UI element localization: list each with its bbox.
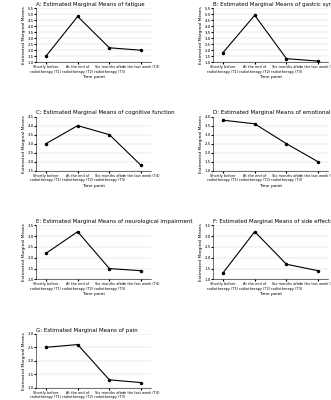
Y-axis label: Estimated Marginal Means: Estimated Marginal Means — [22, 115, 26, 172]
Y-axis label: Estimated Marginal Means: Estimated Marginal Means — [199, 115, 203, 172]
X-axis label: Time point: Time point — [82, 292, 105, 296]
X-axis label: Time point: Time point — [82, 75, 105, 79]
Text: C: Estimated Marginal Means of cognitive function: C: Estimated Marginal Means of cognitive… — [36, 110, 175, 116]
Text: B: Estimated Marginal Means of gastric symptoms: B: Estimated Marginal Means of gastric s… — [213, 2, 331, 7]
Y-axis label: Estimated Marginal Means: Estimated Marginal Means — [22, 224, 26, 281]
Y-axis label: Estimated Marginal Means: Estimated Marginal Means — [22, 6, 26, 64]
Text: E: Estimated Marginal Means of neurological impairment: E: Estimated Marginal Means of neurologi… — [36, 219, 193, 224]
Y-axis label: Estimated Marginal Means: Estimated Marginal Means — [22, 332, 26, 390]
Text: D: Estimated Marginal Means of emotional function: D: Estimated Marginal Means of emotional… — [213, 110, 331, 116]
Text: G: Estimated Marginal Means of pain: G: Estimated Marginal Means of pain — [36, 328, 138, 333]
Y-axis label: Estimated Marginal Means: Estimated Marginal Means — [199, 6, 203, 64]
X-axis label: Time point: Time point — [259, 292, 282, 296]
Text: A: Estimated Marginal Means of fatigue: A: Estimated Marginal Means of fatigue — [36, 2, 145, 7]
X-axis label: Time point: Time point — [259, 75, 282, 79]
X-axis label: Time point: Time point — [82, 184, 105, 188]
Text: F: Estimated Marginal Means of side effects of skin and mucosa: F: Estimated Marginal Means of side effe… — [213, 219, 331, 224]
Y-axis label: Estimated Marginal Means: Estimated Marginal Means — [199, 224, 203, 281]
X-axis label: Time point: Time point — [259, 184, 282, 188]
